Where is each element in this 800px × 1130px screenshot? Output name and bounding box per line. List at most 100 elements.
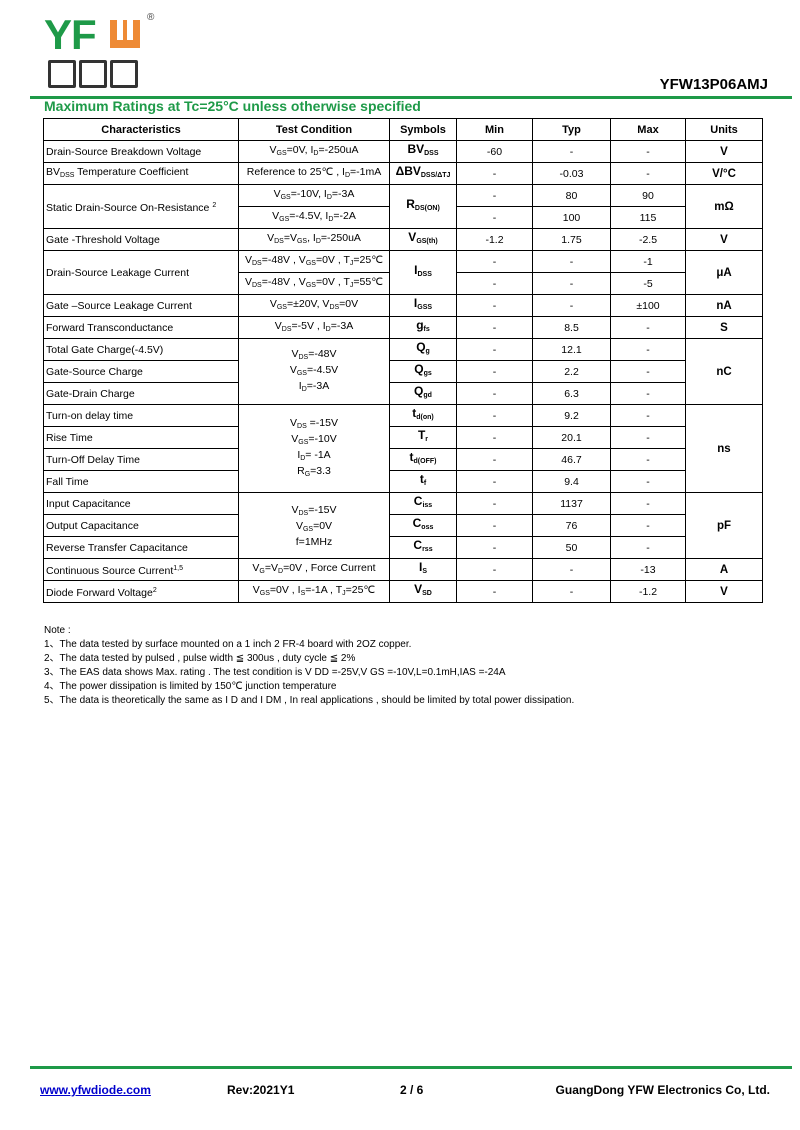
typ-cell: 8.5	[532, 316, 611, 339]
unit-cell: mΩ	[685, 184, 763, 229]
header-max: Max	[610, 118, 686, 141]
unit-cell: V	[685, 140, 763, 163]
table-row: Gate-Source Charge Qgs -2.2-	[43, 360, 763, 383]
symbol-cell: ΔBVDSS/ΔTJ	[389, 162, 457, 185]
table-row: Gate -Threshold Voltage VDS=VGS, ID=-250u…	[43, 228, 763, 251]
characteristic-cell: Gate-Source Charge	[43, 360, 239, 383]
section-title: Maximum Ratings at Tc=25°C unless otherw…	[44, 98, 421, 114]
unit-cell: ns	[685, 404, 763, 493]
max-cell: ±100	[610, 294, 686, 317]
note-item: 3、The EAS data shows Max. rating . The t…	[44, 667, 506, 678]
table-row: Rise Time Tr -20.1-	[43, 426, 763, 449]
min-cell: -	[456, 492, 533, 515]
typ-cell: 50	[532, 536, 611, 559]
company-name: GuangDong YFW Electronics Co, Ltd.	[555, 1083, 770, 1097]
min-cell: -	[456, 536, 533, 559]
min-cell: -	[456, 294, 533, 317]
max-cell: -	[610, 514, 686, 537]
test-condition-cell: VGS=0V, ID=-250uA	[238, 140, 390, 163]
max-cell: -13	[610, 558, 686, 581]
symbol-cell: BVDSS	[389, 140, 457, 163]
table-row: Total Gate Charge(-4.5V) VDS=-48V VGS=-4.5…	[43, 338, 763, 405]
header-min: Min	[456, 118, 533, 141]
max-cell: -	[610, 448, 686, 471]
min-cell: -	[456, 338, 533, 361]
max-cell: -	[610, 316, 686, 339]
table-header-row: Characteristics Test Condition Symbols M…	[43, 118, 763, 141]
unit-cell: nA	[685, 294, 763, 317]
header-divider	[30, 96, 792, 99]
min-cell: -1.2	[456, 228, 533, 251]
min-cell: -	[456, 250, 533, 273]
characteristic-cell: Gate -Threshold Voltage	[43, 228, 239, 251]
test-condition-cell: VGS=-4.5V, ID=-2A	[238, 206, 390, 229]
unit-cell: S	[685, 316, 763, 339]
ratings-table: Characteristics Test Condition Symbols M…	[43, 118, 763, 603]
typ-cell: 1.75	[532, 228, 611, 251]
max-cell: -	[610, 382, 686, 405]
typ-cell: 80	[532, 184, 611, 207]
max-cell: -	[610, 162, 686, 185]
typ-cell: 2.2	[532, 360, 611, 383]
header-characteristics: Characteristics	[43, 118, 239, 141]
note-item: 2、The data tested by pulsed , pulse widt…	[44, 653, 356, 664]
unit-cell: V	[685, 228, 763, 251]
min-cell: -	[456, 184, 533, 207]
symbol-cell: Ciss	[389, 492, 457, 515]
min-cell: -	[456, 404, 533, 427]
characteristic-cell: Forward Transconductance	[43, 316, 239, 339]
symbol-cell: Qg	[389, 338, 457, 361]
unit-cell: μA	[685, 250, 763, 295]
table-row: Diode Forward Voltage2 VGS=0V , IS=-1A , …	[43, 580, 763, 603]
symbol-cell: td(on)	[389, 404, 457, 427]
characteristic-cell: Drain-Source Leakage Current	[43, 250, 239, 295]
table-row: Continuous Source Current1,5 VG=VD=0V , F…	[43, 558, 763, 581]
table-row: Reverse Transfer Capacitance Crss -50-	[43, 536, 763, 559]
min-cell: -	[456, 316, 533, 339]
symbol-cell: td(OFF)	[389, 448, 457, 471]
characteristic-cell: Input Capacitance	[43, 492, 239, 515]
symbol-cell: Qgd	[389, 382, 457, 405]
characteristic-cell: Static Drain-Source On-Resistance 2	[43, 184, 239, 229]
characteristic-cell: Turn-Off Delay Time	[43, 448, 239, 471]
table-row: BVDSS Temperature Coefficient Reference t…	[43, 162, 763, 185]
characteristic-cell: Rise Time	[43, 426, 239, 449]
note-item: 1、The data tested by surface mounted on …	[44, 639, 412, 650]
min-cell: -	[456, 448, 533, 471]
registered-mark: ®	[147, 12, 155, 23]
table-row: Gate-Drain Charge Qgd -6.3-	[43, 382, 763, 405]
test-condition-cell: VDS=-48V , VGS=0V , TJ=25℃	[238, 250, 390, 273]
characteristic-cell: Drain-Source Breakdown Voltage	[43, 140, 239, 163]
typ-cell: 9.2	[532, 404, 611, 427]
characteristic-cell: Continuous Source Current1,5	[43, 558, 239, 581]
typ-cell: 12.1	[532, 338, 611, 361]
typ-cell: 100	[532, 206, 611, 229]
typ-cell: 46.7	[532, 448, 611, 471]
symbol-cell: gfs	[389, 316, 457, 339]
typ-cell: -	[532, 580, 611, 603]
footer-divider	[30, 1066, 792, 1069]
test-condition-cell: VGS=±20V, VDS=0V	[238, 294, 390, 317]
unit-cell: A	[685, 558, 763, 581]
min-cell: -	[456, 470, 533, 493]
characteristic-cell: Reverse Transfer Capacitance	[43, 536, 239, 559]
max-cell: -	[610, 140, 686, 163]
table-row: Gate –Source Leakage Current VGS=±20V, VD…	[43, 294, 763, 317]
min-cell: -	[456, 206, 533, 229]
min-cell: -	[456, 426, 533, 449]
header-typ: Typ	[532, 118, 611, 141]
max-cell: -1.2	[610, 580, 686, 603]
website-link[interactable]: www.yfwdiode.com	[40, 1083, 151, 1097]
note-item: 4、The power dissipation is limited by 15…	[44, 681, 337, 692]
company-logo: YF ®	[44, 12, 164, 94]
symbol-cell: IGSS	[389, 294, 457, 317]
symbol-cell: Coss	[389, 514, 457, 537]
min-cell: -60	[456, 140, 533, 163]
table-row: Fall Time tf -9.4-	[43, 470, 763, 493]
symbol-cell: Tr	[389, 426, 457, 449]
test-condition-cell: VG=VD=0V , Force Current	[238, 558, 390, 581]
typ-cell: -	[532, 250, 611, 273]
unit-cell: V	[685, 580, 763, 603]
characteristic-cell: Output Capacitance	[43, 514, 239, 537]
table-row: VGS=-4.5V, ID=-2A -100 115	[44, 206, 763, 229]
